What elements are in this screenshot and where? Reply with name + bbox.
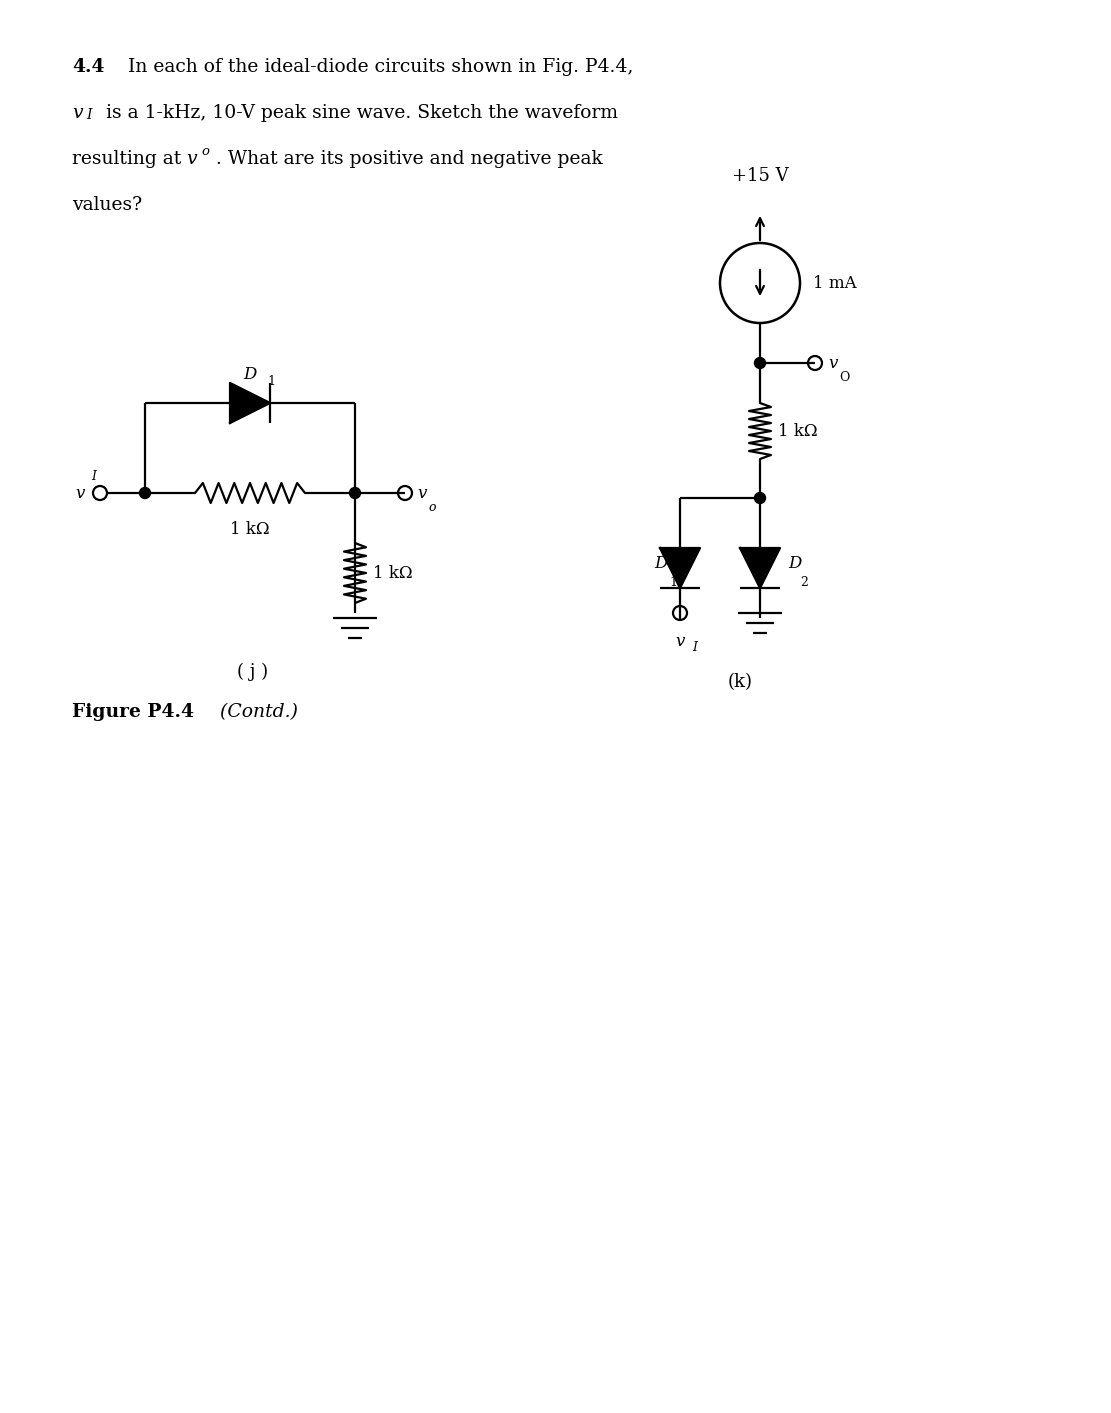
Text: 1 kΩ: 1 kΩ [230,521,270,538]
Text: 1 kΩ: 1 kΩ [778,422,818,439]
Circle shape [754,493,765,503]
Text: v: v [76,485,86,502]
Text: resulting at: resulting at [72,150,188,168]
Text: 4.4: 4.4 [72,58,104,76]
Polygon shape [230,383,270,422]
Text: v: v [675,633,684,650]
Text: +15 V: +15 V [732,167,789,185]
Text: v: v [72,105,82,122]
Text: D: D [243,366,257,383]
Circle shape [140,487,150,499]
Circle shape [350,487,360,499]
Polygon shape [740,548,780,588]
Text: 1: 1 [669,577,677,589]
Circle shape [754,357,765,369]
Text: is a 1-kHz, 10-V peak sine wave. Sketch the waveform: is a 1-kHz, 10-V peak sine wave. Sketch … [100,105,618,122]
Text: (k): (k) [728,673,752,691]
Text: I: I [91,471,96,483]
Text: v: v [417,485,427,502]
Text: 1 mA: 1 mA [813,274,857,291]
Text: o: o [201,146,209,158]
Text: 1: 1 [267,374,276,389]
Text: values?: values? [72,196,142,213]
Text: 2: 2 [800,577,808,589]
Text: Figure P4.4: Figure P4.4 [72,704,194,721]
Text: I: I [86,107,91,122]
Text: 1 kΩ: 1 kΩ [373,565,412,582]
Text: D: D [788,554,801,571]
Text: In each of the ideal-diode circuits shown in Fig. P4.4,: In each of the ideal-diode circuits show… [122,58,633,76]
Text: I: I [692,642,697,654]
Text: v: v [186,150,197,168]
Text: O: O [839,372,850,384]
Text: o: o [428,502,436,514]
Text: (Contd.): (Contd.) [214,704,298,721]
Text: D: D [654,554,668,571]
Text: ( j ): ( j ) [237,663,268,681]
Polygon shape [660,548,700,588]
Text: v: v [828,355,838,372]
Text: . What are its positive and negative peak: . What are its positive and negative pea… [216,150,603,168]
